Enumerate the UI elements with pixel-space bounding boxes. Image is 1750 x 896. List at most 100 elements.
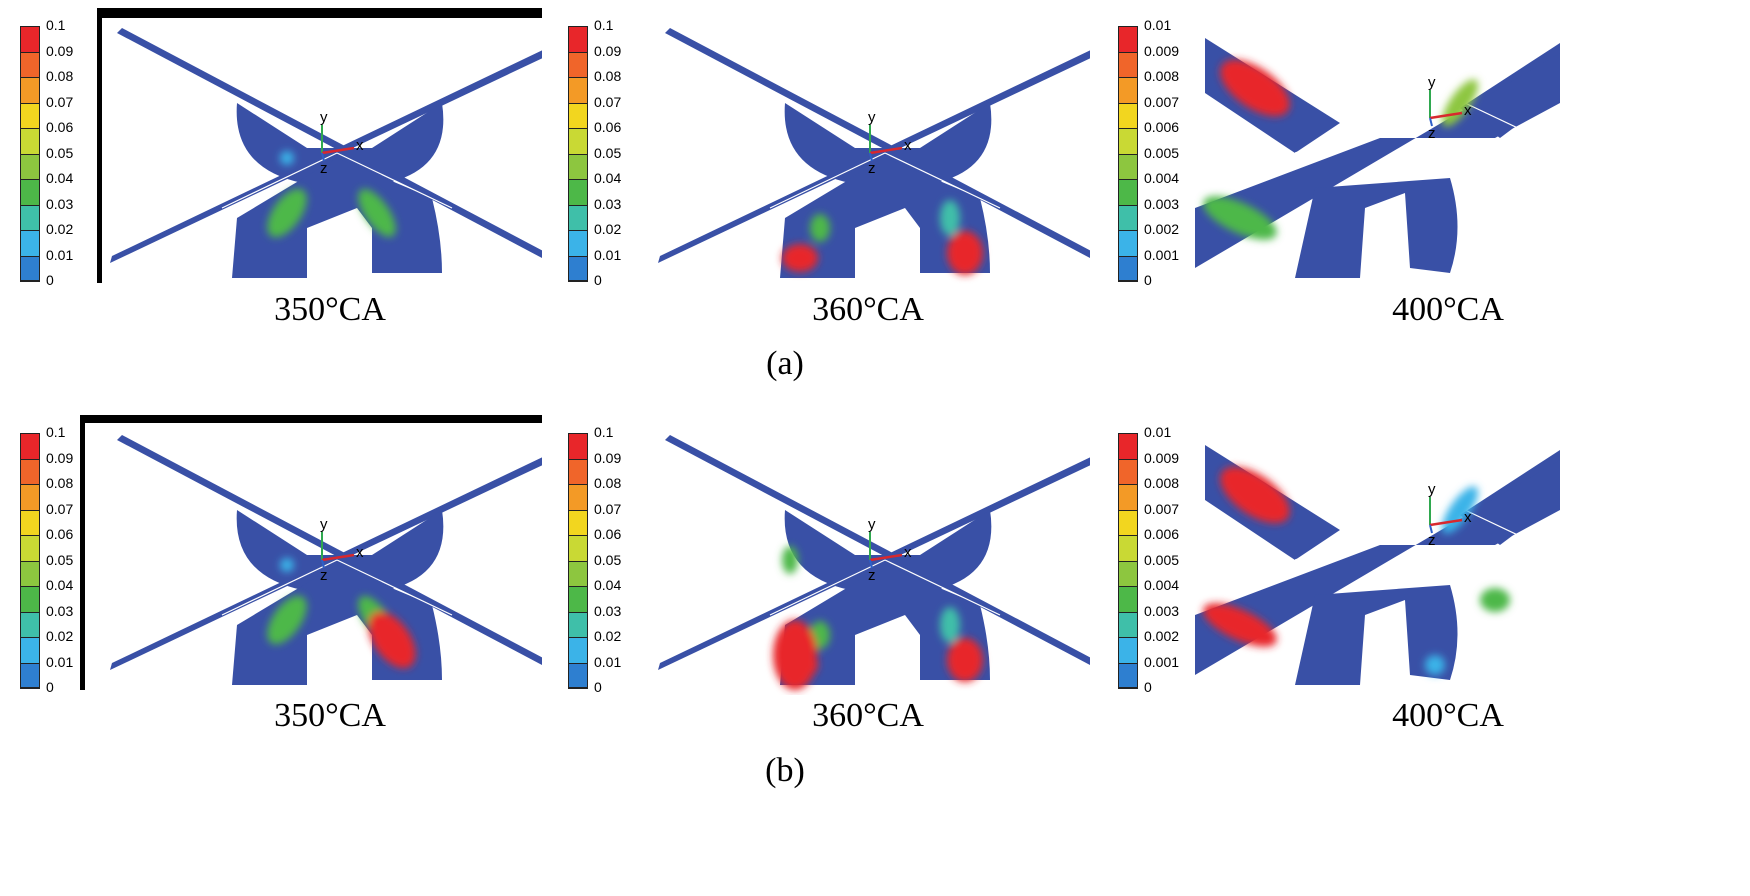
colorbar-tick-line — [1118, 433, 1138, 434]
colorbar-tick-label: 0.004 — [1144, 170, 1180, 186]
colorbar-tick-line — [20, 102, 40, 104]
colorbar-tick-line — [568, 560, 588, 562]
chamber-lower — [780, 565, 990, 685]
colorbar-tick-line — [20, 204, 40, 206]
colorbar-tick-label: 0.02 — [594, 221, 622, 237]
section-line — [884, 152, 1001, 209]
panel-caption: 400°CA — [1392, 697, 1504, 734]
z-axis-arrow — [1429, 524, 1433, 534]
colorbar-tick-label: 0.1 — [46, 17, 66, 33]
y-axis-label: y — [320, 109, 328, 126]
colorbar-tick-line — [568, 128, 588, 129]
section-line — [1464, 509, 1561, 556]
frame-left — [97, 8, 102, 283]
panel-caption: 400°CA — [1392, 291, 1504, 328]
colorbar-tick-label: 0.02 — [594, 628, 622, 644]
colorbar-tick-line — [1118, 458, 1138, 460]
frame-top — [97, 8, 542, 18]
colorbar-tick-label: 0 — [46, 679, 54, 695]
concentration-hotspots — [773, 546, 983, 690]
colorbar-tick-label: 0.04 — [594, 577, 622, 593]
z-axis-label: z — [1428, 532, 1436, 549]
colorbar-tick-label: 0.005 — [1144, 144, 1180, 161]
colorbar-tick-line — [1118, 230, 1138, 231]
concentration-hotspots — [267, 558, 416, 669]
chamber-lower — [780, 158, 990, 278]
colorbar-tick-line — [1118, 586, 1138, 587]
colorbar-tick-line — [1118, 26, 1138, 27]
colorbar-tick-line — [568, 688, 588, 689]
colorbar-tick-label: 0.06 — [46, 119, 74, 135]
x-axis-label: x — [904, 544, 912, 561]
panel-row0-col1: 0.1 0.09 0.08 0.07 0.06 0.05 0.04 0.03 0.02 0.01 0… — [548, 8, 1108, 328]
colorbar-tick-label: 0.01 — [1144, 424, 1172, 440]
colorbar-tick-line — [568, 51, 588, 53]
x-axis-label: x — [904, 137, 912, 154]
panel-caption: 360°CA — [812, 697, 924, 734]
colorbar-tick-line — [20, 153, 40, 155]
colorbar-tick-line — [568, 153, 588, 155]
x-axis-label: x — [1464, 102, 1472, 119]
x-axis-arrow — [321, 146, 355, 155]
colorbar-tick-line — [1118, 484, 1138, 485]
colorbar-tick-line — [1118, 509, 1138, 511]
colorbar-tick-label: 0.05 — [46, 551, 74, 568]
x-axis-label: x — [356, 544, 364, 561]
colorbar-tick-label: 0.01 — [46, 246, 74, 263]
y-axis-label: y — [868, 109, 876, 126]
x-axis-label: x — [1464, 509, 1472, 526]
colorbar-tick-label: 0 — [594, 679, 602, 695]
colorbar-tick-line — [20, 611, 40, 613]
colorbar-tick-label: 0.09 — [594, 449, 622, 466]
y-axis-label: y — [1428, 74, 1436, 91]
colorbar-tick-line — [568, 458, 588, 460]
colorbar-tick-line — [20, 662, 40, 664]
colorbar-tick-line — [568, 637, 588, 638]
contour-plot: y z x — [658, 28, 1090, 278]
colorbar: 0.01 0.009 0.008 0.007 0.006 0.005 0.004 0.003 0… — [1118, 18, 1179, 287]
x-axis-arrow — [1429, 518, 1463, 527]
colorbar-tick-label: 0.1 — [594, 17, 614, 33]
colorbar-tick-label: 0.008 — [1144, 68, 1180, 84]
colorbar-tick-label: 0.03 — [594, 195, 622, 212]
colorbar-tick-label: 0.03 — [594, 602, 622, 619]
z-axis-arrow — [321, 152, 325, 162]
colorbar-tick-line — [20, 484, 40, 485]
colorbar-tick-line — [20, 433, 40, 434]
colorbar: 0.1 0.09 0.08 0.07 0.06 0.05 0.04 0.03 0.02 0.01 0 — [20, 425, 73, 694]
colorbar-tick-label: 0.002 — [1144, 221, 1180, 237]
colorbar-tick-label: 0 — [1144, 272, 1152, 288]
chamber-lower — [1295, 178, 1458, 278]
colorbar-tick-line — [568, 102, 588, 104]
row-label: (b) — [765, 752, 805, 789]
colorbar-tick-label: 0.004 — [1144, 577, 1180, 593]
colorbar-tick-line — [1118, 560, 1138, 562]
panel-caption: 360°CA — [812, 291, 924, 328]
z-axis-arrow — [1429, 117, 1433, 127]
colorbar: 0.1 0.09 0.08 0.07 0.06 0.05 0.04 0.03 0.02 0.01 0 — [568, 18, 621, 287]
contour-plot: y z x — [1195, 38, 1561, 278]
colorbar-tick-line — [1118, 128, 1138, 129]
colorbar-tick-label: 0.05 — [594, 144, 622, 161]
colorbar-tick-label: 0 — [46, 272, 54, 288]
colorbar-tick-line — [20, 26, 40, 27]
colorbar-tick-label: 0.09 — [46, 42, 74, 59]
colorbar-tick-line — [1118, 102, 1138, 104]
chamber-lower — [232, 565, 442, 685]
colorbar-tick-label: 0.04 — [46, 170, 74, 186]
z-axis-label: z — [320, 160, 328, 177]
colorbar-tick-label: 0.007 — [1144, 93, 1180, 110]
chamber-lower — [232, 158, 442, 278]
axis-triad: y z x — [320, 516, 364, 584]
panel-caption: 350°CA — [274, 291, 386, 328]
colorbar-tick-label: 0.02 — [46, 628, 74, 644]
colorbar-tick-label: 0.01 — [594, 653, 622, 670]
colorbar-tick-line — [1118, 688, 1138, 689]
concentration-hotspots — [1203, 466, 1510, 675]
x-axis-arrow — [869, 553, 903, 562]
contour-plot: y z x — [80, 415, 542, 690]
colorbar-tick-label: 0.09 — [594, 42, 622, 59]
colorbar-tick-line — [1118, 51, 1138, 53]
section-line — [336, 559, 453, 616]
colorbar-tick-line — [568, 77, 588, 78]
